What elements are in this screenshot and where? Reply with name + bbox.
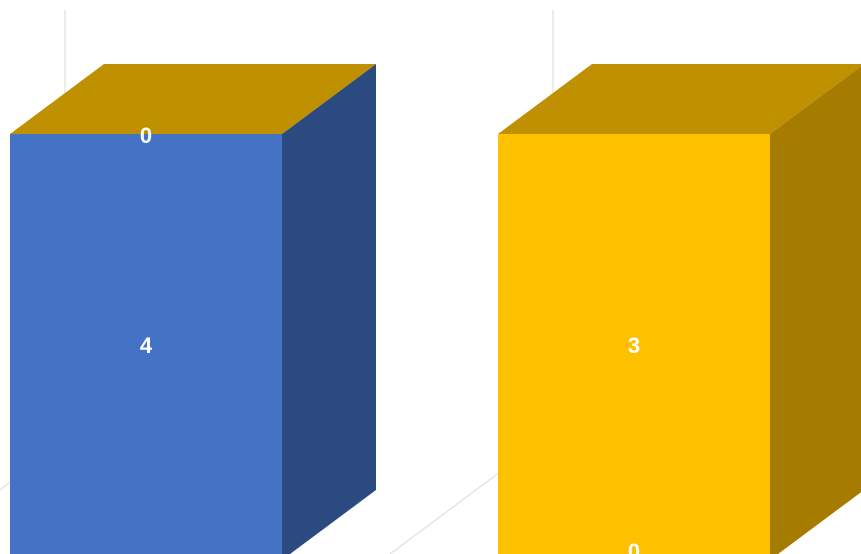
bar-front-face xyxy=(10,134,282,554)
bar-side-face xyxy=(770,66,861,554)
bar-front-face xyxy=(498,134,770,554)
bar-top-face xyxy=(498,64,861,134)
data-label: 3 xyxy=(628,333,640,358)
data-label: 0 xyxy=(628,539,640,554)
data-label: 0 xyxy=(140,123,152,148)
bar-top-face xyxy=(10,64,376,134)
gridline xyxy=(389,471,501,554)
data-label: 4 xyxy=(140,333,153,358)
bar-side-face xyxy=(282,64,376,554)
